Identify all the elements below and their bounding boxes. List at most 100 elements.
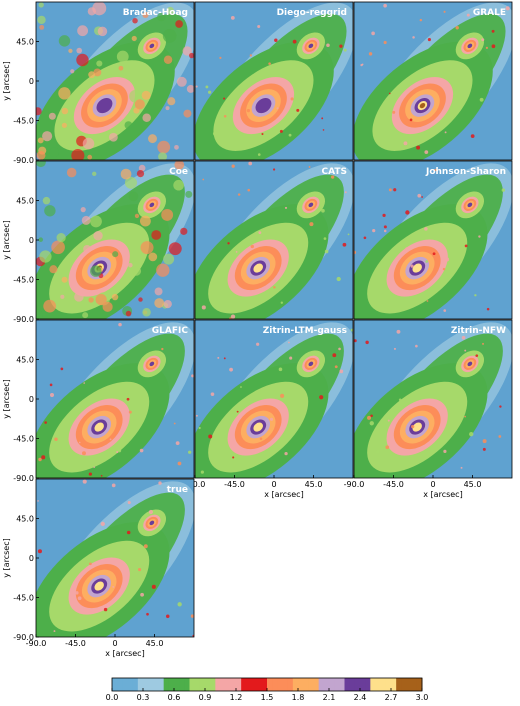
main-halo-contour [96,98,113,114]
galaxy-speck [131,266,142,276]
x-tick-label: -90.0 [26,639,47,648]
galaxy-speck [259,437,263,441]
panel-cats: CATS [194,160,354,320]
galaxy-speck [474,294,477,297]
galaxy-speck [385,445,390,450]
galaxy-speck [323,237,327,240]
galaxy-speck [124,121,133,130]
galaxy-speck [482,342,485,345]
galaxy-speck [141,90,151,100]
galaxy-speck [296,108,300,112]
sub-halo-contour [467,361,473,367]
galaxy-speck [128,191,139,202]
galaxy-speck [148,134,157,144]
galaxy-speck [82,312,89,319]
galaxy-speck [417,193,422,198]
galaxy-speck [342,242,347,247]
galaxy-speck [124,176,138,189]
galaxy-speck [88,297,94,303]
galaxy-speck [93,466,95,468]
x-axis-label: x [arcsec] [105,649,144,658]
galaxy-speck [288,341,290,344]
galaxy-speck [158,481,162,485]
colorbar-segment [184,678,190,691]
galaxy-speck [481,38,485,42]
galaxy-speck [127,500,131,505]
galaxy-speck [202,178,205,181]
colorbar-segment [163,678,170,691]
galaxy-speck [156,263,170,277]
galaxy-speck [229,367,233,372]
panel-diego-reggrid: Diego-reggrid [194,1,354,161]
colorbar-segment [396,678,402,691]
galaxy-speck [208,90,212,94]
colorbar-segment [261,678,268,691]
colorbar-segment [406,678,413,691]
galaxy-speck [198,426,201,430]
panel-heatmap [36,479,194,637]
galaxy-speck [228,317,232,319]
galaxy-speck [383,3,387,8]
galaxy-speck [109,132,118,142]
galaxy-speck [361,63,364,66]
galaxy-speck [49,265,58,274]
galaxy-speck [464,349,467,352]
galaxy-speck [88,472,93,476]
galaxy-speck [165,106,170,111]
galaxy-speck [405,210,410,215]
panel-coe: Coe 45.0 0 -45.0 -90.0 y [arcsec] [2,160,195,324]
galaxy-speck [44,205,56,217]
galaxy-speck [485,46,488,49]
galaxy-speck [186,85,194,93]
panel-heatmap [354,161,512,319]
galaxy-speck [70,69,75,74]
y-tick-label: 45.0 [16,38,34,47]
galaxy-speck [163,55,173,65]
galaxy-speck [425,260,429,263]
main-halo-contour [94,581,104,591]
galaxy-speck [419,18,423,22]
galaxy-speck [498,435,502,438]
galaxy-speck [288,133,292,137]
galaxy-speck [292,39,297,44]
galaxy-speck [38,2,44,8]
galaxy-speck [276,107,279,110]
galaxy-speck [336,276,341,282]
galaxy-speck [37,15,46,25]
galaxy-speck [151,584,156,589]
y-tick-label: -45.0 [13,594,34,603]
galaxy-speck [321,208,325,213]
galaxy-speck [177,602,182,607]
galaxy-speck [139,448,144,453]
panel-heatmap [195,2,353,160]
galaxy-speck [195,414,198,417]
galaxy-speck [77,25,89,37]
colorbar-tick-label: 2.4 [354,693,367,702]
panel-glafic: GLAFIC 45.0 0 -45.0 -90.0 y [arcsec] [2,319,195,483]
colorbar-segment [282,678,289,691]
galaxy-speck [118,65,124,71]
galaxy-speck [188,52,194,59]
galaxy-speck [39,250,52,263]
colorbar-segment [112,678,118,691]
x-tick-label: -90.0 [185,480,206,489]
y-tick-label: 45.0 [16,197,34,206]
galaxy-speck [109,438,112,441]
sub-halo-contour [308,43,314,49]
galaxy-speck [332,353,337,358]
galaxy-speck [372,229,376,233]
galaxy-speck [383,225,387,229]
colorbar-segment [385,678,392,691]
galaxy-speck [279,129,283,133]
colorbar-tick-label: 1.8 [292,693,305,702]
y-axis-label: y [arcsec] [2,538,11,577]
galaxy-speck [111,293,119,301]
panel-frame [194,1,354,161]
galaxy-speck [166,6,175,15]
x-tick-label: 0 [430,480,435,489]
galaxy-speck [100,521,105,527]
galaxy-speck [249,398,252,401]
y-axis-label: y [arcsec] [2,379,11,418]
galaxy-speck [96,145,107,156]
galaxy-speck [443,309,447,312]
